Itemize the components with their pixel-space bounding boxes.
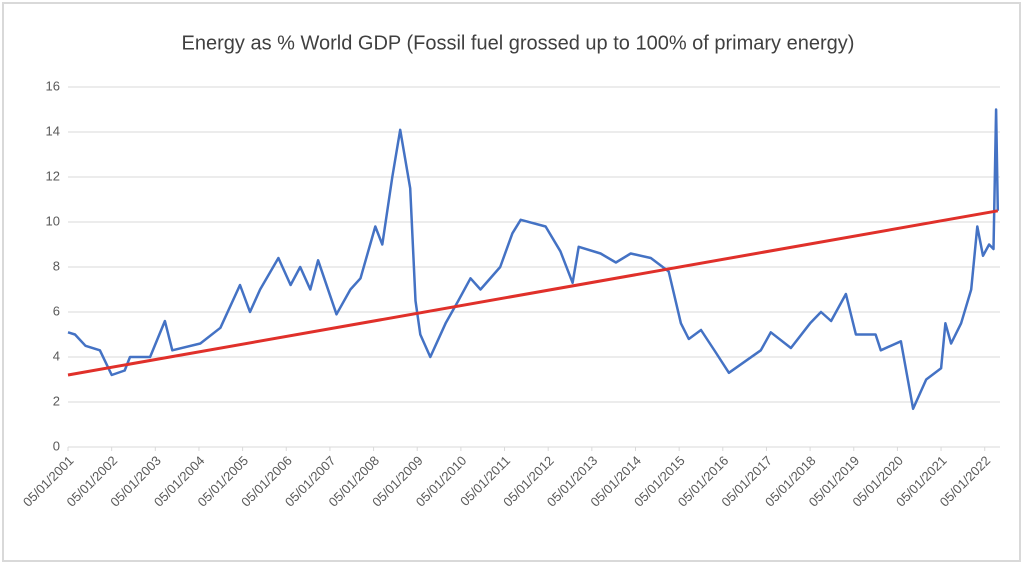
y-tick-label: 14 [46, 123, 60, 138]
y-tick-label: 10 [46, 213, 60, 228]
data-line [67, 108, 1000, 411]
y-tick-label: 4 [53, 348, 60, 363]
y-tick-label: 16 [46, 78, 60, 93]
y-tick-label: 0 [53, 438, 60, 453]
y-tick-label: 2 [53, 393, 60, 408]
y-tick-label: 6 [53, 303, 60, 318]
y-tick-label: 8 [53, 258, 60, 273]
y-tick-label: 12 [46, 168, 60, 183]
chart-title: Energy as % World GDP (Fossil fuel gross… [182, 32, 855, 54]
data-line [67, 209, 999, 377]
